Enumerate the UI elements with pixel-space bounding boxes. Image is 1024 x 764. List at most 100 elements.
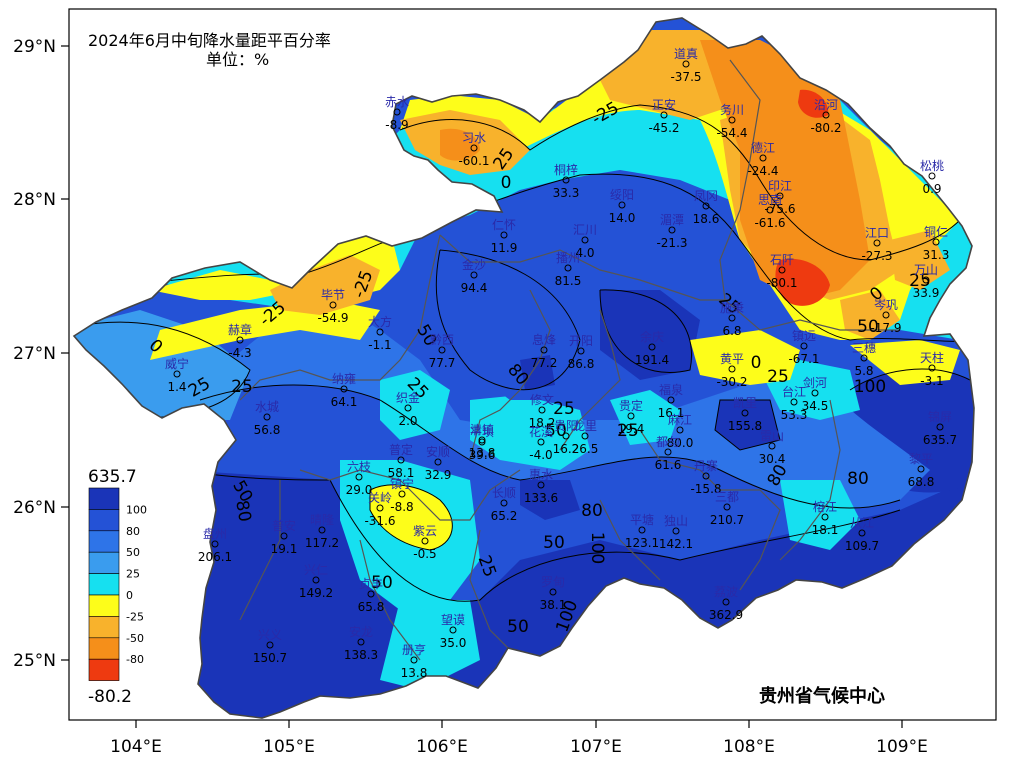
contour-label: 50 — [371, 573, 393, 593]
station-name: 务川 — [720, 102, 744, 117]
station-point — [236, 336, 244, 344]
station-marker: 天柱 -3.1 — [920, 350, 944, 388]
longitude-label: 105°E — [263, 737, 315, 757]
station-point — [682, 60, 690, 68]
station-value: 19.4 — [618, 422, 645, 436]
station-marker: 惠水 133.6 — [524, 468, 558, 505]
station-point — [741, 409, 749, 417]
station-value: -3.1 — [920, 374, 943, 388]
contour-label: 50 — [857, 317, 879, 337]
station-marker: 荔波 362.9 — [709, 585, 743, 622]
station-value: -30.2 — [716, 375, 747, 389]
station-name: 紫云 — [413, 524, 437, 538]
station-point — [922, 276, 930, 284]
station-value: -8.8 — [390, 500, 413, 514]
legend-swatch — [88, 551, 120, 574]
station-name: 黔西 — [430, 332, 454, 347]
station-marker: 清镇 13.8 — [469, 423, 496, 460]
station-name: 长顺 — [492, 486, 516, 500]
station-name: 凯里 — [733, 396, 757, 410]
longitude-label: 104°E — [110, 737, 162, 757]
station-name: 施秉 — [720, 301, 744, 315]
contour-label: 100 — [854, 377, 886, 397]
station-marker: 六枝 29.0 — [346, 459, 373, 497]
station-marker: 黄平 -30.2 — [716, 352, 747, 389]
station-name: 盘州 — [203, 526, 227, 541]
station-value: 16.1 — [658, 406, 685, 420]
station-point — [932, 238, 940, 246]
station-point — [672, 527, 680, 535]
station-name: 贵阳 — [554, 419, 578, 433]
station-point — [766, 206, 774, 214]
station-name: 桐梓 — [554, 162, 578, 177]
station-marker: 从江 109.7 — [845, 516, 879, 553]
station-marker: 息烽 77.2 — [531, 332, 558, 370]
station-point — [667, 396, 675, 404]
station-value: 5.8 — [854, 364, 873, 378]
station-name: 平塘 — [630, 512, 654, 527]
contour-label: 0 — [501, 173, 512, 193]
station-value: -37.5 — [670, 70, 701, 84]
station-name: 关岭 — [368, 491, 392, 505]
station-point — [723, 503, 731, 511]
station-point — [676, 426, 684, 434]
station-name: 大方 — [368, 314, 392, 329]
station-name: 三穗 — [852, 341, 876, 355]
station-point — [478, 438, 486, 446]
station-value: 35.0 — [440, 636, 467, 650]
legend-level-label: 0 — [126, 589, 133, 602]
station-marker: 黔西 77.7 — [429, 332, 456, 370]
station-name: 镇宁 — [390, 476, 414, 491]
station-marker: 万山 33.9 — [913, 263, 940, 300]
latitude-label: 26°N — [13, 498, 56, 518]
station-marker: 台江 53.3 — [781, 384, 808, 422]
station-marker: 沿河 -80.2 — [810, 98, 841, 135]
station-point — [722, 598, 730, 606]
station-value: 31.3 — [923, 248, 950, 262]
station-name: 江口 — [865, 226, 889, 240]
station-value: 26.5 — [572, 442, 599, 456]
station-point — [266, 641, 274, 649]
station-marker: 施秉 6.8 — [720, 301, 744, 338]
station-point — [728, 365, 736, 373]
station-point — [280, 532, 288, 540]
legend-level-label: 50 — [126, 546, 140, 559]
station-name: 册亨 — [402, 642, 426, 657]
station-point — [478, 436, 486, 444]
station-point — [728, 314, 736, 322]
station-name: 剑河 — [803, 375, 827, 390]
station-point — [822, 111, 830, 119]
station-name: 从江 — [850, 516, 874, 530]
station-value: 77.7 — [429, 356, 456, 370]
station-marker: 凯里 155.8 — [728, 396, 762, 433]
legend-level-label: 80 — [126, 525, 140, 538]
station-point — [577, 347, 585, 355]
contour-label: 50 — [545, 421, 567, 441]
station-marker: 务川 -54.4 — [716, 102, 747, 140]
station-marker: 锦屏 635.7 — [923, 410, 957, 447]
station-point — [860, 354, 868, 362]
legend-levels: 100 80 50 25 0 -25 -50 -80 — [126, 503, 147, 666]
station-point — [759, 154, 767, 162]
station-name: 黄平 — [720, 352, 744, 366]
station-value: 18.2 — [529, 416, 556, 430]
station-name: 兴义 — [258, 628, 282, 642]
station-point — [500, 499, 508, 507]
station-name: 湄潭 — [660, 213, 684, 227]
station-point — [564, 264, 572, 272]
longitude-labels: 104°E 105°E 106°E 107°E 108°E 109°E — [110, 737, 928, 757]
station-marker: 岑巩 -17.9 — [870, 298, 901, 335]
station-name: 印江 — [768, 179, 792, 193]
station-name: 普安 — [272, 518, 296, 533]
station-value: 68.8 — [908, 475, 935, 489]
latitude-label: 29°N — [13, 37, 56, 57]
latitude-label: 27°N — [13, 344, 56, 364]
station-point — [398, 490, 406, 498]
station-name: 三都 — [715, 490, 739, 504]
station-point — [702, 202, 710, 210]
station-value: 64.1 — [331, 395, 358, 409]
contour-label: 25 — [617, 421, 639, 441]
station-value: 77.2 — [531, 356, 558, 370]
station-point — [549, 588, 557, 596]
contour-label: 50 — [543, 533, 565, 553]
